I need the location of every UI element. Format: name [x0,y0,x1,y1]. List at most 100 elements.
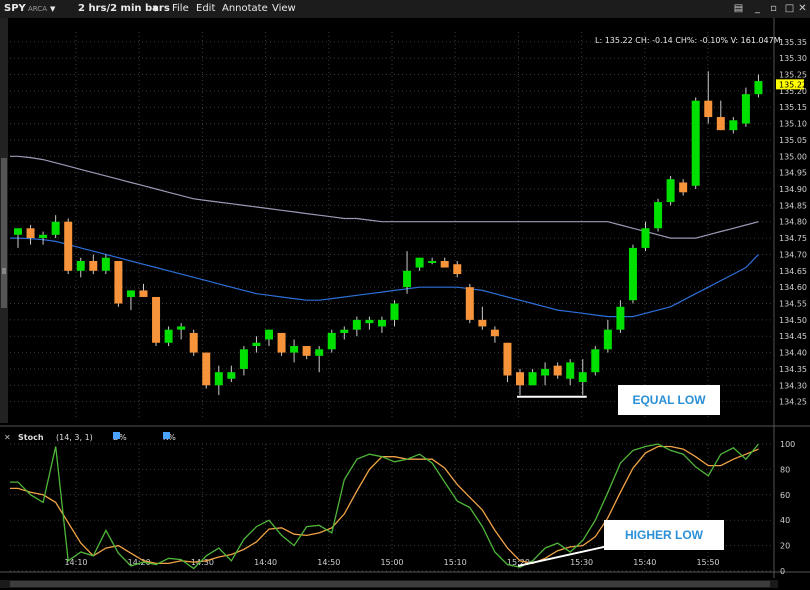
price-tick-label: 134.75 [779,234,807,243]
stoch-params: (14, 3, 1) [56,433,93,442]
candle-body [327,332,336,350]
candle [741,87,750,127]
candle-body [302,346,311,356]
price-tick-label: 134.70 [779,250,807,259]
price-tick-label: 134.55 [779,300,807,309]
candle-body [478,319,487,327]
time-tick-label: 14:20 [128,558,151,567]
time-tick-label: 14:40 [254,558,277,567]
candle [591,346,600,376]
stoch-tick-label: 60 [780,491,790,500]
higher-low-label: HIGHER LOW [604,520,724,550]
candle-body [390,303,399,320]
candle [390,300,399,327]
candle [252,336,261,353]
print-icon[interactable]: ▤ [733,3,744,14]
price-tick-label: 134.45 [779,332,807,341]
candle-body [377,319,386,327]
menu-annotate[interactable]: Annotate [222,3,268,14]
d-checkbox[interactable] [113,432,120,439]
candle [352,316,361,337]
candles [14,71,763,396]
candle-body [415,257,424,268]
price-tick-label: 134.35 [779,365,807,374]
candle [164,326,173,347]
timeframe-dropdown-icon[interactable]: ▼ [153,5,159,13]
price-tick-label: 134.50 [779,316,807,325]
candle [126,290,135,311]
price-tick-label: 134.65 [779,267,807,276]
time-tick-label: 15:10 [444,558,467,567]
stoch-tick-label: 80 [780,465,790,474]
candle-body [126,290,135,297]
chart-area[interactable]: 135.35 135.30 135.25 135.20 135.15 135.10 135.… [0,18,810,590]
candle [641,221,650,252]
candle [440,257,449,268]
menu-file[interactable]: File [172,3,189,14]
minimize-icon[interactable]: _ [755,3,760,14]
stoch-k-line [10,443,760,570]
symbol-label[interactable]: SPY [4,3,26,14]
candle [51,215,60,239]
menu-view[interactable]: View [272,3,296,14]
time-tick-label: 14:10 [64,558,87,567]
candle-body [516,372,524,386]
candle-body [666,179,675,203]
equal-low-label: EQUAL LOW [618,385,720,415]
candle [365,316,374,330]
stoch-tick-label: 20 [780,542,790,551]
time-tick-label: 15:50 [696,558,719,567]
close-icon[interactable]: ✕ [798,3,807,14]
candle-body [490,329,499,337]
candle [64,218,73,275]
price-tick-label: 134.40 [779,349,807,358]
stoch-close-icon[interactable]: ✕ [4,433,11,442]
higher-low-line [517,543,617,567]
symbol-dropdown-icon[interactable]: ▼ [50,5,56,13]
chart-toolbar: SPY ARCA ▼ 2 hrs/2 min bars ▼ File Edit … [0,0,810,19]
price-tick-label: 135.35 [779,38,807,47]
candle [327,329,336,353]
candle [315,346,324,373]
candle-body [89,260,98,271]
candle-body [704,100,713,118]
candle [428,257,437,265]
timeframe-label[interactable]: 2 hrs/2 min bars [78,3,170,14]
candle [516,368,524,396]
menu-edit[interactable]: Edit [196,3,216,14]
candle-body [352,319,361,330]
candle [290,339,299,363]
candle [490,326,499,343]
candle [89,254,98,275]
candle [114,260,123,307]
time-tick-label: 15:00 [380,558,403,567]
candle-body [265,329,273,340]
candle-body [578,372,587,383]
candle [277,332,286,356]
candle-body [189,332,198,353]
horizontal-scrollbar-thumb [10,581,770,587]
candle [76,257,85,278]
chart-background [0,18,810,590]
candle-body [51,221,60,235]
restore-icon[interactable]: ▫ [770,3,777,14]
candle-body [340,329,349,333]
stoch-tick-label: 100 [780,440,795,449]
info-line: L: 135.22 CH: -0.14 CH%: -0.10% V: 161.0… [595,36,781,45]
exchange-label: ARCA [28,5,47,13]
candle [616,300,625,333]
k-checkbox[interactable] [163,432,170,439]
candle-body [679,182,688,193]
candle-body [641,228,650,248]
price-tick-label: 135.20 [779,87,807,96]
candle [403,251,412,294]
candle-body [164,329,173,343]
candle [26,225,35,245]
time-tick-label: 14:50 [317,558,340,567]
maximize-icon[interactable]: □ [784,3,795,14]
price-tick-label: 134.25 [779,398,807,407]
candle-body [716,117,725,131]
candle-body [64,221,73,271]
candle [603,319,612,353]
candle [503,342,512,383]
